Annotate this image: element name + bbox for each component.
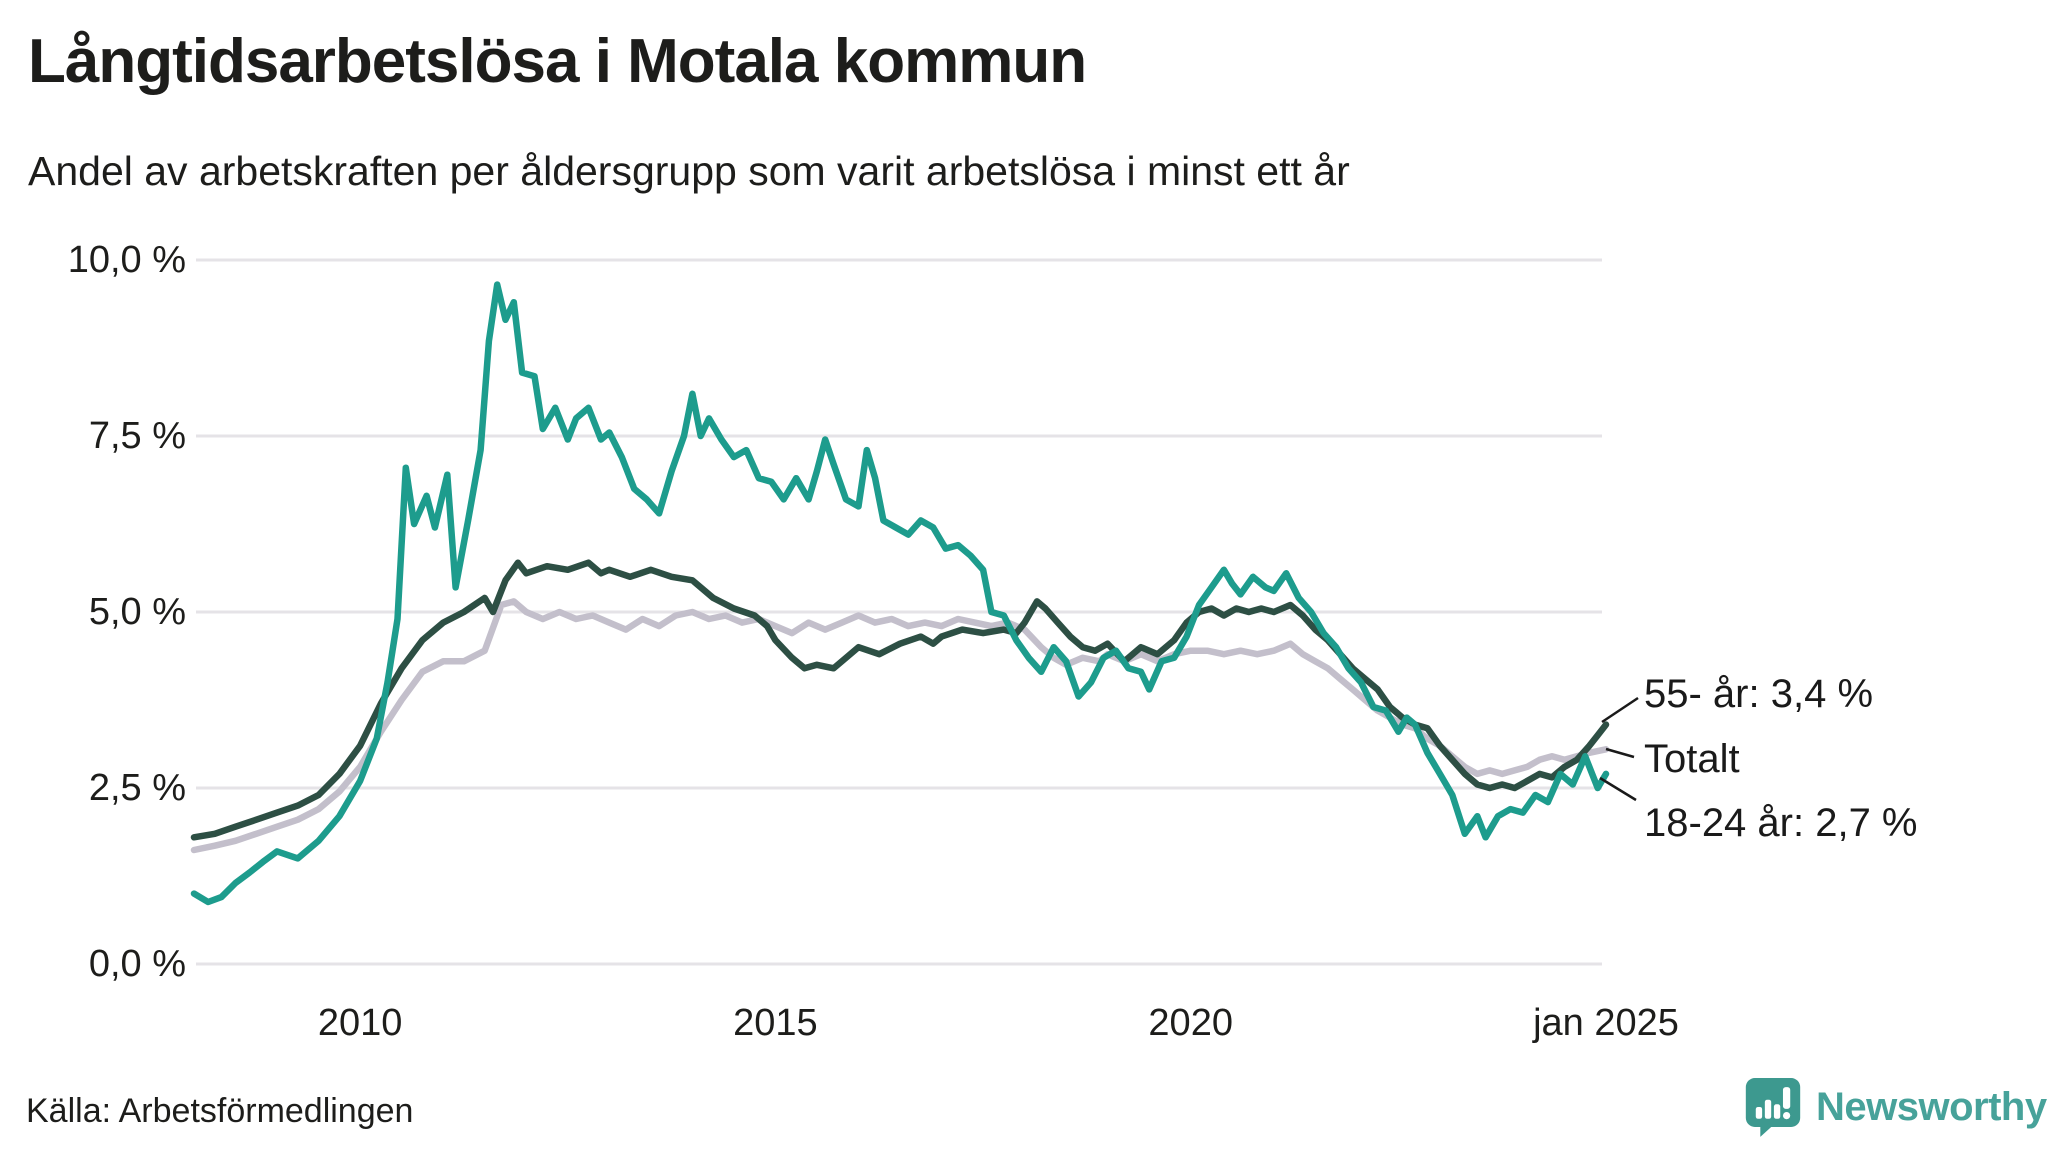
label-leader-line (1605, 747, 1635, 759)
label-leader-line (1601, 696, 1639, 724)
series-line-18-24-r (190, 281, 1610, 906)
y-axis-tick-label: 7,5 % (88, 415, 186, 457)
brand-name: Newsworthy (1816, 1084, 2047, 1129)
page-title: Långtidsarbetslösa i Motala kommun (28, 27, 1087, 96)
newsworthy-icon (1744, 1076, 1802, 1138)
x-axis-tick-label: 2020 (1148, 1002, 1233, 1044)
series-label-totalt: Totalt (1644, 737, 1740, 781)
y-axis-tick-label: 10,0 % (67, 239, 186, 281)
x-axis-tick-label: 2015 (733, 1002, 818, 1044)
y-axis-tick-label: 0,0 % (88, 943, 186, 985)
x-axis-tick-label: 2010 (317, 1002, 403, 1044)
y-axis-tick-label: 2,5 % (88, 767, 186, 809)
series-label-55: 55- år: 3,4 % (1644, 672, 1874, 716)
x-axis-tick-label: jan 2025 (1533, 1002, 1679, 1044)
label-leader-line (1599, 776, 1637, 802)
source-note: Källa: Arbetsförmedlingen (26, 1092, 414, 1130)
page-subtitle: Andel av arbetskraften per åldersgrupp s… (28, 148, 1350, 194)
series-line-55-r (190, 559, 1610, 841)
series-label-18-24: 18-24 år: 2,7 % (1644, 801, 1918, 845)
brand-logo: Newsworthy (1744, 1076, 2047, 1138)
y-axis-tick-label: 5,0 % (88, 591, 186, 633)
